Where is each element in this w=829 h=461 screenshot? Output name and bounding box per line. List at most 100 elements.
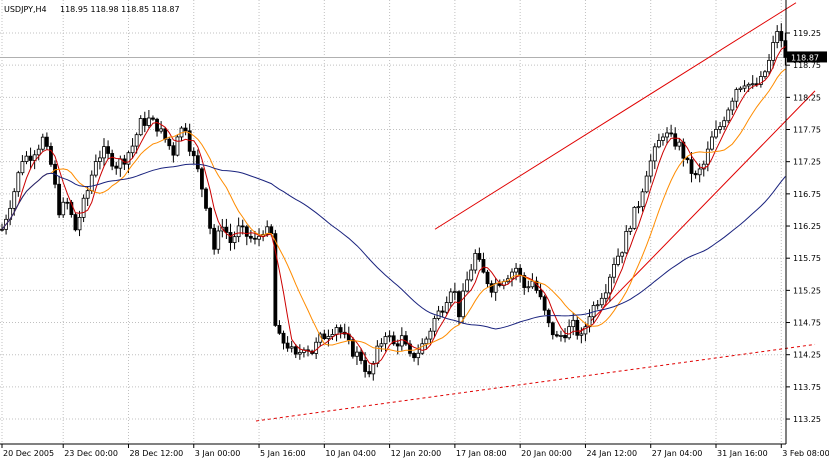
candle-body — [599, 297, 604, 306]
trendline-layer — [255, 2, 816, 422]
candle-body — [457, 291, 461, 318]
candle-body — [265, 226, 270, 235]
x-tick-label: 3 Jan 00:00 — [195, 449, 241, 458]
y-axis-ticks: 119.25 118.75 118.25 117.75 117.25 116.75 116.… — [786, 29, 821, 424]
candle-body — [775, 31, 780, 43]
current-price-tag-bg — [787, 51, 827, 63]
candle-body — [187, 130, 192, 152]
candle-body — [677, 141, 682, 147]
candle-body — [420, 343, 425, 354]
candle-body — [624, 231, 629, 254]
candle-body — [322, 333, 327, 340]
x-tick-label: 27 Jan 04:00 — [652, 449, 703, 458]
candle-body — [57, 183, 62, 216]
candle-body — [110, 153, 115, 167]
candle-body — [665, 132, 669, 138]
candle-body — [151, 117, 155, 120]
candle-body — [395, 343, 400, 347]
candle-body — [257, 235, 261, 240]
candle-body — [734, 89, 739, 102]
y-tick-label: 114.25 — [793, 351, 821, 360]
candle-body — [608, 276, 612, 294]
candle-body — [514, 267, 518, 273]
x-tick-label: 3 Feb 08:00 — [782, 449, 829, 458]
candle-body — [383, 336, 388, 345]
candle-body — [289, 346, 294, 349]
candle-body — [779, 31, 784, 42]
candle-body — [16, 172, 21, 193]
candle-body — [155, 118, 159, 132]
candle-body — [461, 290, 465, 318]
candle-body — [171, 145, 176, 156]
candle-body — [473, 253, 478, 271]
candle-body — [648, 160, 653, 177]
candle-body — [338, 327, 343, 333]
candlestick-series — [0, 23, 788, 381]
y-tick-label: 118.75 — [793, 61, 821, 70]
candle-body — [526, 286, 531, 289]
candle-body — [416, 352, 421, 359]
candle-body — [726, 109, 731, 122]
candle-body — [738, 87, 743, 90]
candle-body — [146, 117, 151, 126]
candle-body — [612, 264, 616, 278]
candle-body — [134, 134, 139, 147]
candle-body — [489, 283, 494, 293]
candle-body — [518, 267, 523, 276]
candle-body — [399, 335, 404, 347]
candle-body — [183, 127, 188, 132]
candle-body — [465, 279, 470, 292]
x-tick-label: 23 Dec 00:00 — [64, 449, 118, 458]
candle-body — [106, 146, 110, 154]
candle-body — [628, 227, 633, 232]
candle-body — [355, 351, 359, 357]
candle-body — [673, 133, 678, 147]
candle-body — [428, 330, 433, 340]
candle-body — [73, 214, 78, 231]
candle-body — [603, 292, 608, 299]
candle-body — [722, 120, 727, 128]
y-tick-label: 117.25 — [793, 158, 821, 167]
chart-header: USDJPY,H4 118.95 118.98 118.85 118.87 — [4, 5, 180, 14]
candle-body — [701, 163, 706, 170]
candle-body — [616, 255, 620, 265]
candle-body — [714, 128, 718, 138]
candle-body — [277, 325, 282, 334]
candle-body — [697, 168, 702, 176]
y-tick-label: 115.75 — [793, 254, 821, 263]
candle-body — [705, 148, 710, 165]
grid-lines — [0, 0, 786, 444]
candle-body — [0, 228, 4, 231]
candle-body — [371, 362, 376, 375]
candle-body — [326, 336, 331, 340]
candle-body — [159, 128, 164, 132]
candle-body — [297, 352, 302, 355]
candle-body — [314, 341, 319, 354]
candle-body — [404, 335, 408, 345]
y-tick-label: 116.75 — [793, 190, 821, 199]
candle-body — [746, 83, 751, 87]
candle-body — [563, 335, 567, 339]
candle-body — [424, 338, 429, 345]
candle-body — [620, 252, 625, 257]
current-price-value: 118.87 — [791, 53, 819, 62]
candle-body — [575, 319, 580, 336]
candle-body — [412, 353, 416, 359]
moving-average-layer — [1, 46, 786, 365]
candle-body — [40, 136, 45, 150]
candle-body — [644, 175, 649, 193]
candle-body — [448, 291, 453, 303]
candle-body — [224, 226, 229, 233]
candle-body — [142, 118, 147, 126]
support-trendline-dashed — [255, 343, 816, 422]
candle-body — [24, 155, 29, 162]
candle-body — [477, 253, 482, 260]
candle-body — [554, 334, 559, 337]
candle-body — [130, 145, 135, 154]
candle-body — [689, 159, 694, 174]
x-tick-label: 12 Jan 20:00 — [391, 449, 442, 458]
candle-body — [661, 136, 665, 141]
y-tick-label: 116.25 — [793, 222, 821, 231]
